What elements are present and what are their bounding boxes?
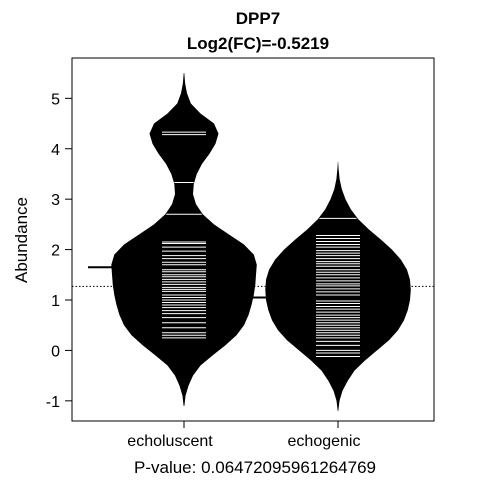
y-tick-label-3: 3 bbox=[51, 192, 60, 209]
y-tick-label-4: 4 bbox=[51, 142, 60, 159]
y-axis-label: Abundance bbox=[12, 197, 31, 283]
y-axis: -1 0 1 2 3 4 5 bbox=[46, 91, 72, 411]
plot-frame bbox=[71, 57, 435, 422]
x-tick-label-echoluscent: echoluscent bbox=[127, 433, 213, 450]
chart-title: DPP7 bbox=[236, 9, 280, 28]
x-axis-label: P-value: 0.06472095961264769 bbox=[134, 458, 376, 477]
beans-layer bbox=[72, 73, 434, 411]
y-tick-label-5: 5 bbox=[51, 91, 60, 108]
y-tick-label-1: 1 bbox=[51, 293, 60, 310]
chart-subtitle: Log2(FC)=-0.5219 bbox=[187, 34, 329, 53]
x-axis: echoluscent echogenic bbox=[127, 421, 360, 450]
x-tick-label-echogenic: echogenic bbox=[288, 433, 361, 450]
bean-echoluscent bbox=[111, 73, 257, 406]
y-tick-label-2: 2 bbox=[51, 243, 60, 260]
y-tick-label-0: 0 bbox=[51, 343, 60, 360]
y-tick-label--1: -1 bbox=[46, 394, 60, 411]
